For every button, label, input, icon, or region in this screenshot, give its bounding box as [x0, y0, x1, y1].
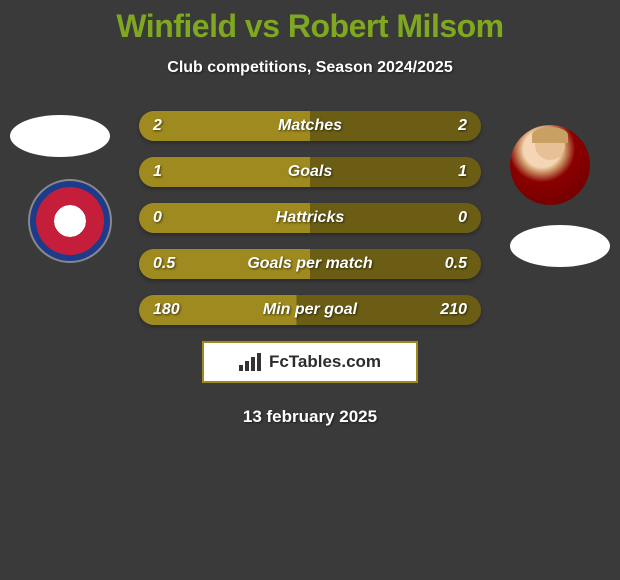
- source-badge-text: FcTables.com: [269, 352, 381, 372]
- source-badge: FcTables.com: [202, 341, 418, 383]
- stat-row-min-per-goal: 180 Min per goal 210: [139, 295, 481, 325]
- bar-chart-icon: [239, 353, 263, 371]
- date-label: 13 february 2025: [0, 407, 620, 427]
- left-player-avatar-placeholder: [10, 115, 110, 157]
- stat-label: Matches: [278, 117, 342, 135]
- stat-left-value: 0: [153, 209, 162, 227]
- stat-label: Goals per match: [247, 255, 372, 273]
- subtitle: Club competitions, Season 2024/2025: [0, 59, 620, 77]
- stats-area: 2 Matches 2 1 Goals 1 0 Hattricks 0 0.5 …: [139, 111, 481, 325]
- stat-label: Hattricks: [276, 209, 344, 227]
- stat-label: Goals: [288, 163, 332, 181]
- stat-left-value: 0.5: [153, 255, 175, 273]
- stat-row-matches: 2 Matches 2: [139, 111, 481, 141]
- left-club-logo: [28, 179, 112, 263]
- page-title: Winfield vs Robert Milsom: [0, 8, 620, 45]
- stat-left-value: 1: [153, 163, 162, 181]
- stat-left-value: 180: [153, 301, 180, 319]
- stat-row-goals-per-match: 0.5 Goals per match 0.5: [139, 249, 481, 279]
- stat-right-value: 0.5: [445, 255, 467, 273]
- stat-left-value: 2: [153, 117, 162, 135]
- stat-label: Min per goal: [263, 301, 357, 319]
- stat-right-value: 210: [440, 301, 467, 319]
- stat-right-value: 0: [458, 209, 467, 227]
- stat-row-goals: 1 Goals 1: [139, 157, 481, 187]
- right-club-logo-placeholder: [510, 225, 610, 267]
- right-player-photo: [510, 125, 590, 205]
- stat-right-value: 1: [458, 163, 467, 181]
- infographic-container: Winfield vs Robert Milsom Club competiti…: [0, 0, 620, 580]
- stat-right-value: 2: [458, 117, 467, 135]
- stat-row-hattricks: 0 Hattricks 0: [139, 203, 481, 233]
